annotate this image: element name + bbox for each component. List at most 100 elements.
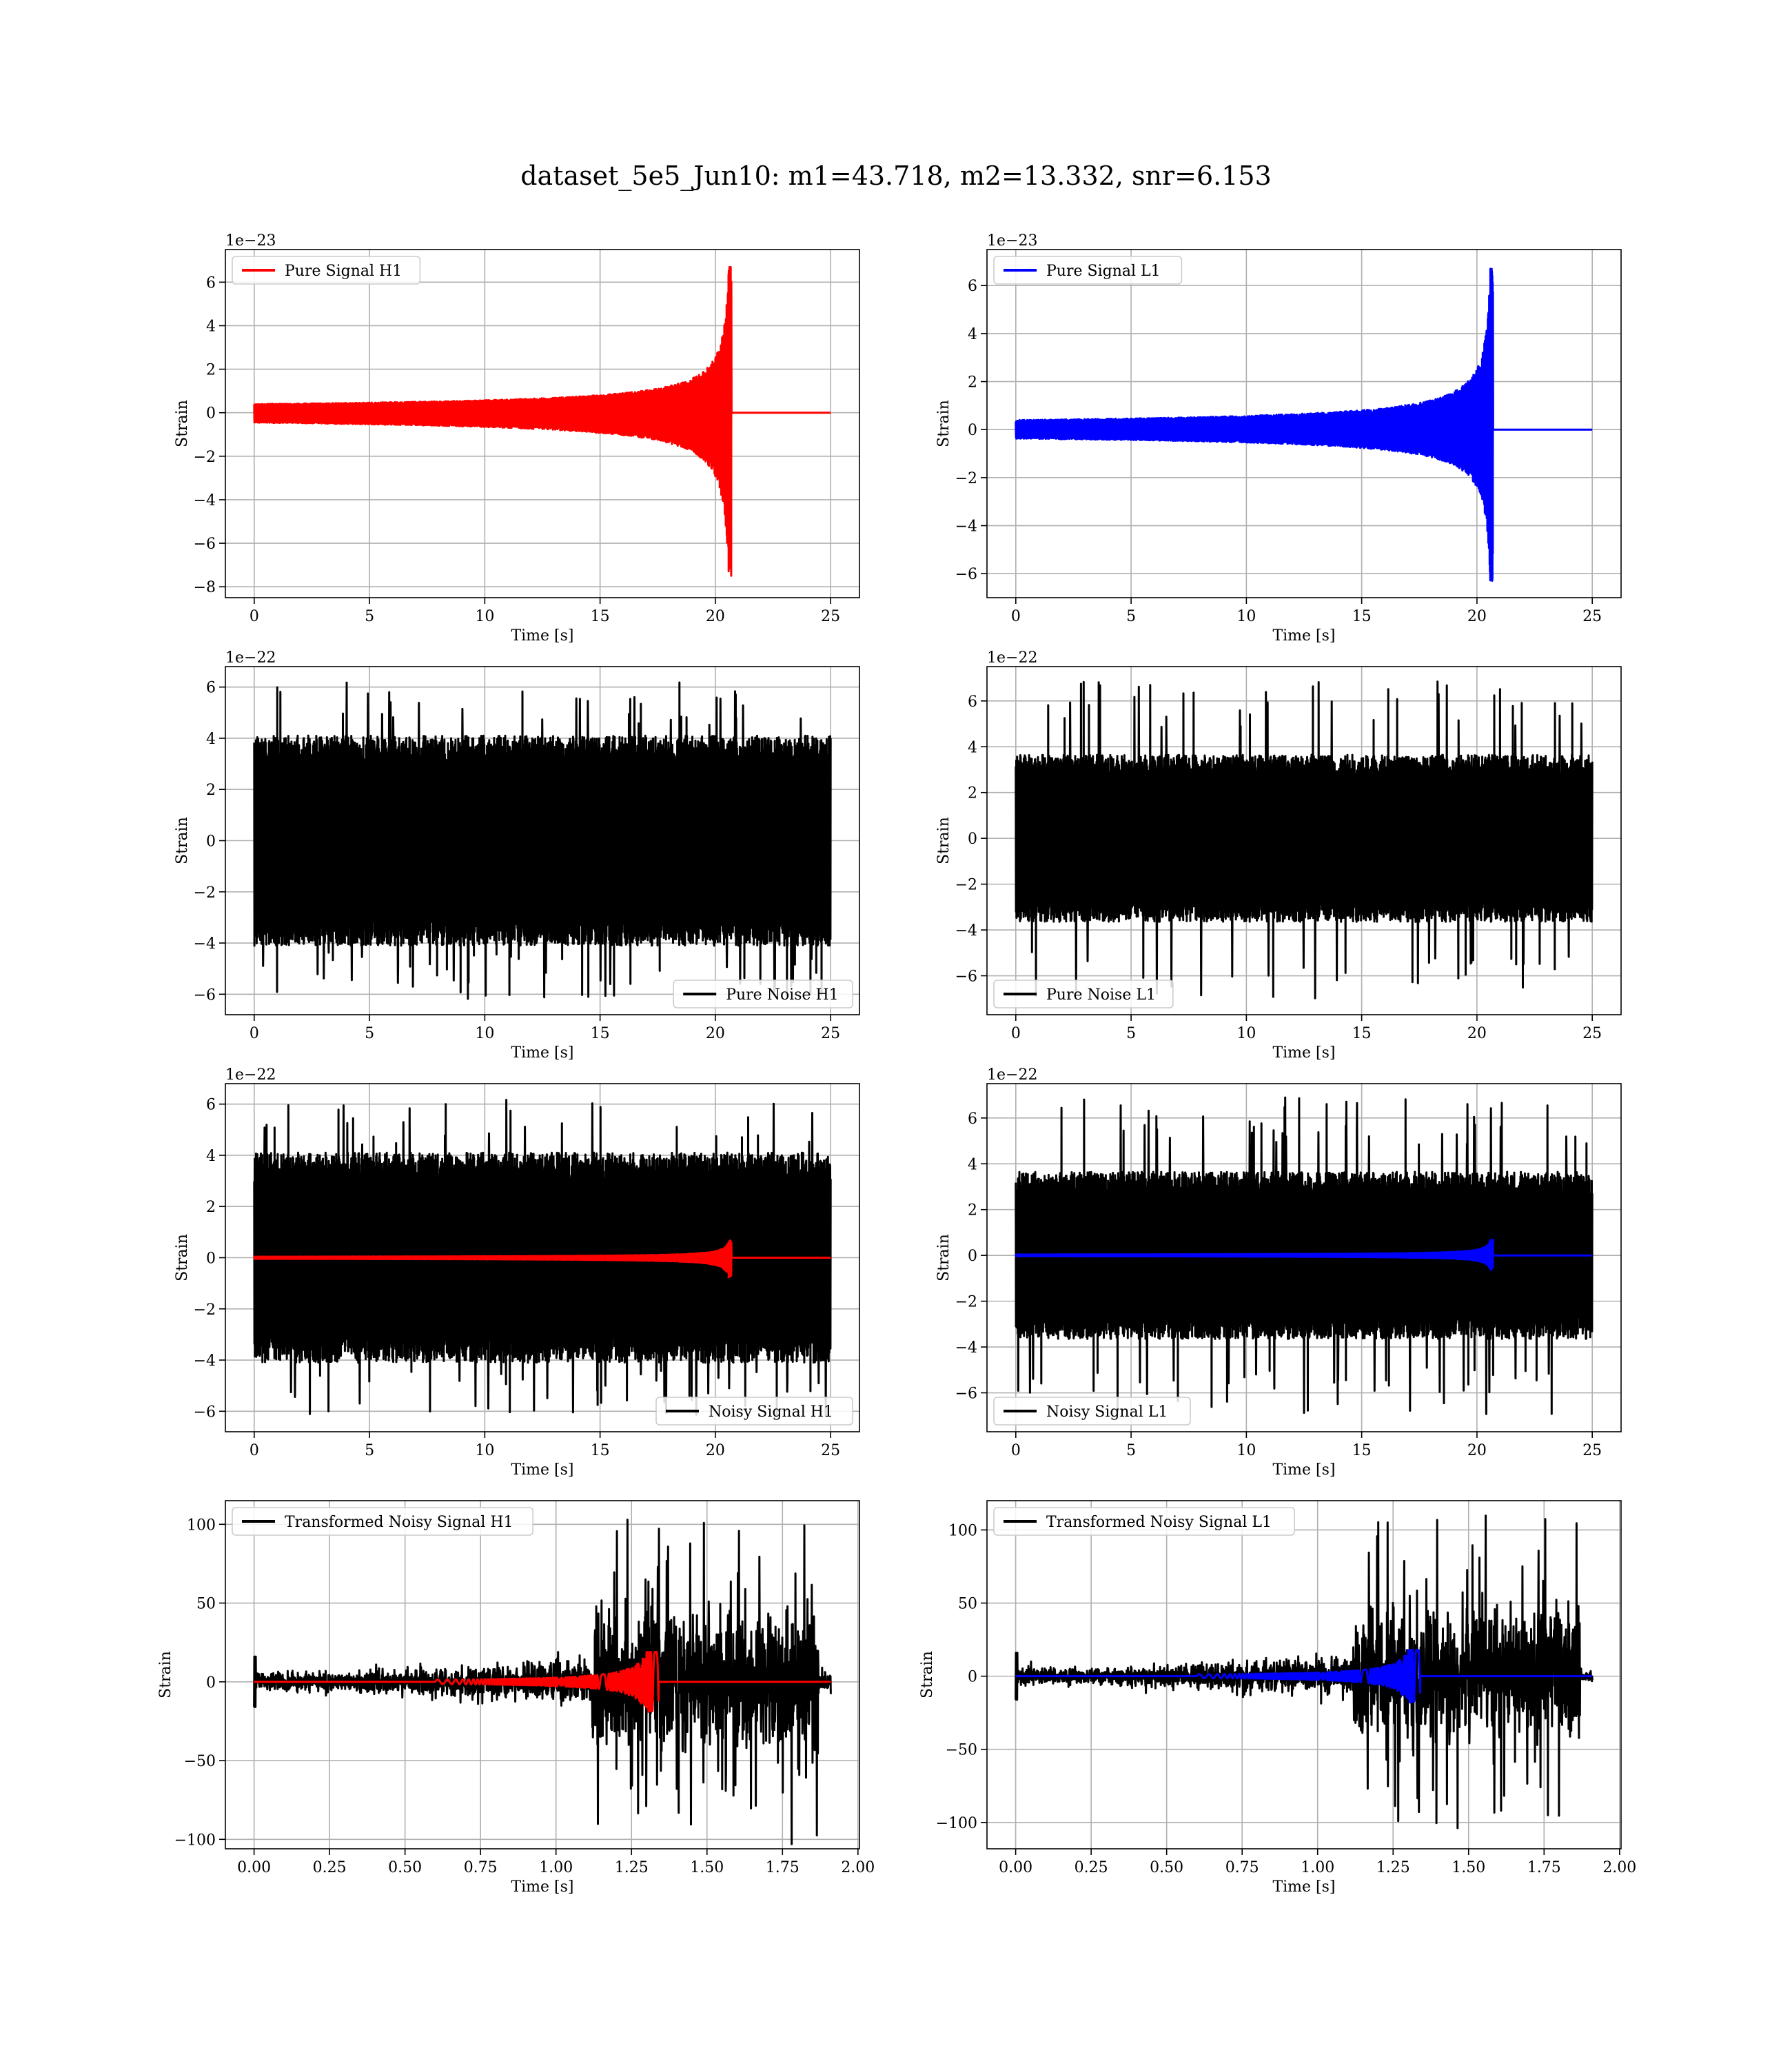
x-tick-label: 5 — [1126, 1442, 1136, 1459]
transformed-noisy-signal-l1-axes: 0.00 0.25 0.50 0.75 1.00 1.25 1.50 1.75 2.00 −100… — [919, 1500, 1636, 1896]
x-tick-label: 20 — [706, 608, 725, 625]
y-tick-label: 6 — [968, 278, 977, 295]
y-tick-label: 4 — [968, 739, 977, 756]
x-tick-label: 0.25 — [313, 1859, 347, 1876]
y-tick-label: 4 — [206, 731, 216, 748]
plot-area — [253, 265, 832, 577]
noisy-signal-h1-axes: 0 5 10 15 20 25 −6 −4 −2 0 2 4 6 Time [s] Strain 1e−22 N… — [174, 1066, 860, 1479]
axes-frame — [225, 249, 860, 598]
y-tick-label: 2 — [968, 785, 977, 802]
axes-frame — [986, 1500, 1622, 1849]
x-tick-label: 2.00 — [1602, 1859, 1636, 1876]
x-tick-label: 0 — [250, 1442, 259, 1459]
y-axis-label: Strain — [935, 817, 953, 864]
pure-signal-l1-axes: 0 5 10 15 20 25 −6 −4 −2 0 2 4 6 Time [s] Strain 1e−23 P… — [935, 232, 1622, 645]
x-tick-label: 25 — [821, 1442, 840, 1459]
x-tick-label: 0.75 — [1225, 1859, 1259, 1876]
x-tick-label: 10 — [475, 608, 494, 625]
noisy-signal-l1-axes: 0 5 10 15 20 25 −6 −4 −2 0 2 4 6 Time [s] Strain 1e−22 N… — [935, 1066, 1622, 1479]
y-tick-label: −6 — [194, 536, 216, 553]
x-axis-label: Time [s] — [511, 1044, 573, 1062]
y-tick-label: −4 — [955, 1339, 977, 1357]
x-tick-label: 0.25 — [1075, 1859, 1108, 1876]
axes-frame — [986, 249, 1622, 598]
y-tick-label: −4 — [955, 518, 977, 536]
legend-box — [993, 256, 1183, 285]
x-tick-label: 15 — [591, 1025, 610, 1042]
x-tick-label: 2.00 — [841, 1859, 875, 1876]
y-tick-label: 6 — [968, 1111, 977, 1128]
series-line-0 — [1015, 680, 1594, 1000]
plot-area — [1015, 1096, 1594, 1415]
y-tick-label: −6 — [194, 986, 216, 1004]
x-tick-label: 5 — [365, 1442, 374, 1459]
pure-noise-h1-axes: 0 5 10 15 20 25 −6 −4 −2 0 2 4 6 Time [s] Strain 1e−22 P… — [174, 649, 860, 1062]
axes-frame — [225, 1500, 860, 1849]
x-tick-label: 1.00 — [1301, 1859, 1334, 1876]
figure-title: dataset_5e5_Jun10: m1=43.718, m2=13.332,… — [520, 161, 1272, 192]
axes-frame — [986, 1083, 1622, 1432]
x-tick-label: 0.00 — [999, 1859, 1032, 1876]
x-tick-label: 25 — [1582, 1025, 1602, 1042]
x-tick-label: 1.25 — [1376, 1859, 1410, 1876]
legend-box — [993, 1507, 1296, 1536]
series-line-1 — [253, 1239, 832, 1279]
y-tick-label: −50 — [184, 1753, 216, 1770]
legend: Noisy Signal L1 — [993, 1397, 1191, 1426]
x-tick-label: 0.50 — [388, 1859, 422, 1876]
x-axis-label: Time [s] — [1272, 1461, 1335, 1479]
legend-label: Transformed Noisy Signal H1 — [285, 1514, 513, 1531]
series-line-0 — [253, 681, 832, 1000]
x-tick-label: 1.00 — [539, 1859, 573, 1876]
legend-label: Pure Noise H1 — [726, 986, 839, 1004]
x-tick-label: 25 — [1582, 1442, 1602, 1459]
x-tick-label: 1.25 — [615, 1859, 649, 1876]
y-tick-label: 50 — [196, 1596, 216, 1613]
y-tick-label: 0 — [968, 1248, 977, 1265]
y-tick-label: 0 — [206, 1250, 216, 1268]
legend: Pure Signal L1 — [993, 256, 1183, 285]
legend-box — [232, 1507, 534, 1536]
y-axis-label: Strain — [174, 1234, 191, 1281]
x-tick-label: 1.50 — [1452, 1859, 1485, 1876]
x-tick-label: 5 — [365, 608, 374, 625]
y-axis-label: Strain — [174, 400, 191, 447]
x-tick-label: 10 — [475, 1025, 494, 1042]
y-tick-label: 4 — [968, 1156, 977, 1173]
legend-box — [232, 256, 421, 285]
y-tick-label: 6 — [206, 1097, 216, 1114]
x-tick-label: 10 — [1236, 1442, 1256, 1459]
y-tick-label: 6 — [206, 274, 216, 292]
x-tick-label: 20 — [706, 1442, 725, 1459]
y-axis-label: Strain — [174, 817, 191, 864]
x-tick-label: 20 — [1467, 1025, 1487, 1042]
series-line-0 — [1015, 267, 1594, 582]
y-tick-label: −6 — [955, 969, 977, 986]
x-tick-label: 15 — [1352, 1442, 1372, 1459]
legend-label: Noisy Signal H1 — [709, 1403, 833, 1421]
y-axis-label: Strain — [919, 1651, 936, 1699]
x-axis-label: Time [s] — [1272, 1044, 1335, 1062]
y-tick-label: 0 — [968, 422, 977, 439]
series-line-0 — [253, 1099, 832, 1417]
series-line-1 — [253, 1650, 832, 1713]
offset-text: 1e−23 — [987, 232, 1037, 250]
legend-box — [993, 1397, 1191, 1426]
x-tick-label: 5 — [1126, 1025, 1136, 1042]
y-tick-label: −2 — [194, 884, 216, 902]
y-tick-label: 0 — [968, 831, 977, 848]
series-line-0 — [253, 1519, 832, 1845]
x-tick-label: 0 — [250, 608, 259, 625]
x-tick-label: 0.75 — [464, 1859, 498, 1876]
offset-text: 1e−22 — [987, 649, 1037, 667]
offset-text: 1e−22 — [225, 649, 276, 667]
y-tick-label: 4 — [206, 318, 216, 335]
legend: Transformed Noisy Signal L1 — [993, 1507, 1296, 1536]
x-tick-label: 0 — [250, 1025, 259, 1042]
legend-label: Pure Noise L1 — [1046, 986, 1156, 1004]
legend-label: Transformed Noisy Signal L1 — [1046, 1514, 1272, 1531]
y-tick-label: 100 — [187, 1517, 216, 1534]
legend: Pure Signal H1 — [232, 256, 421, 285]
